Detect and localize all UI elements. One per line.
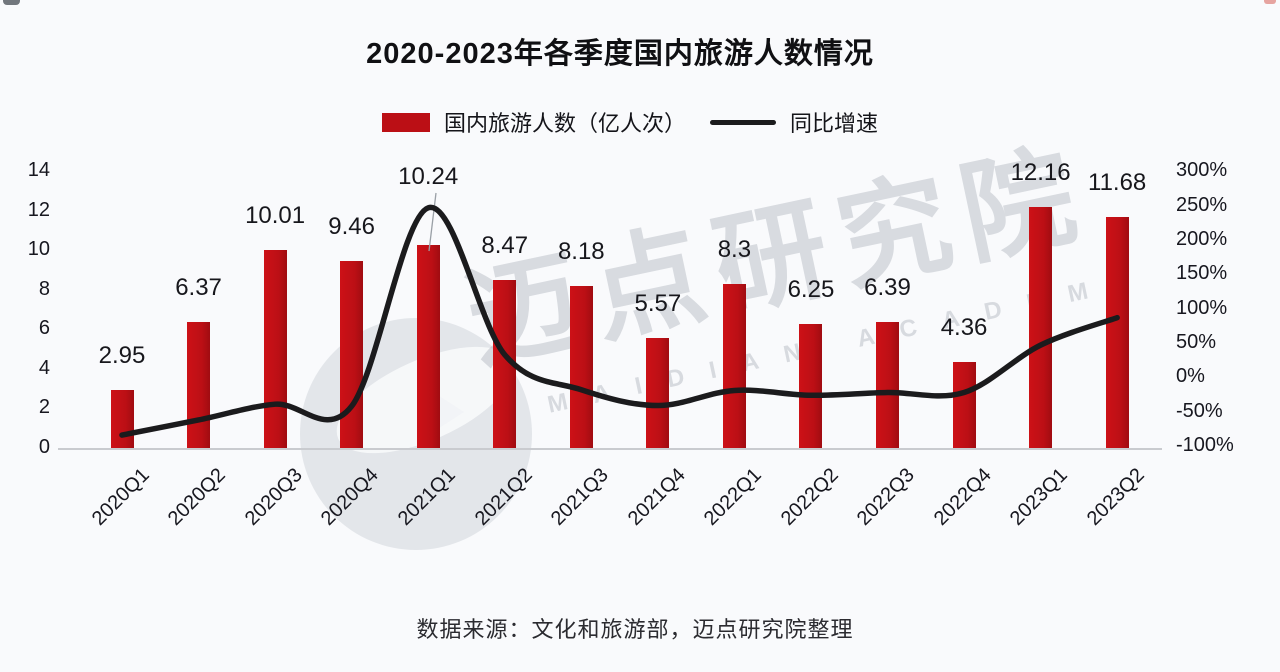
bar: [493, 280, 517, 448]
bar: [569, 286, 593, 448]
x-axis-label: 2020Q2: [164, 464, 231, 530]
top-left-artifact: [3, 0, 20, 5]
bar: [646, 337, 670, 448]
bar-value-label: 5.57: [634, 289, 682, 317]
legend-line-swatch-icon: [710, 119, 776, 125]
x-axis-label: 2020Q4: [317, 464, 384, 530]
y-axis-left-tick: 10: [27, 238, 50, 261]
y-axis-left-tick: 14: [27, 159, 50, 182]
bar: [263, 250, 287, 448]
y-axis-left-tick: 0: [38, 436, 50, 458]
y-axis-right-tick: -100%: [1176, 434, 1234, 457]
bar: [876, 321, 899, 448]
legend-line-label: 同比增速: [790, 111, 879, 136]
bar-value-label: 6.39: [864, 273, 911, 301]
x-axis-label: 2021Q1: [393, 464, 460, 530]
bar-value-label: 6.37: [175, 274, 222, 301]
source-note: 数据来源：文化和旅游部，迈点研究院整理: [416, 617, 854, 642]
y-axis-left-tick: 6: [38, 317, 50, 340]
bar-value-label: 12.16: [1010, 159, 1071, 187]
bar-value-label: 9.46: [328, 212, 375, 240]
label-leader-line: [428, 192, 437, 252]
bar: [722, 283, 746, 448]
y-axis-right-tick: 0%: [1176, 365, 1205, 388]
y-axis-left-tick: 8: [38, 277, 50, 300]
bar: [1029, 207, 1053, 448]
bar-value-label: 8.3: [717, 235, 752, 263]
y-axis-right-tick: 300%: [1176, 159, 1228, 182]
y-axis-left-tick: 4: [38, 356, 50, 379]
y-axis-right-tick: 100%: [1176, 296, 1228, 319]
bar-value-label: 8.18: [557, 238, 605, 266]
legend-bar-swatch-icon: [381, 112, 430, 132]
bar: [952, 361, 976, 448]
x-axis-label: 2021Q3: [546, 464, 613, 530]
bar-value-label: 10.24: [398, 163, 459, 190]
y-axis-right-tick: 150%: [1176, 262, 1228, 285]
x-axis-label: 2020Q3: [240, 464, 307, 530]
x-axis-label: 2021Q2: [470, 464, 537, 530]
top-right-artifact: [1264, 0, 1276, 4]
bar: [799, 324, 823, 448]
x-axis-label: 2023Q2: [1082, 464, 1149, 530]
bar: [340, 260, 364, 448]
bar: [416, 245, 440, 448]
legend-bar-label: 国内旅游人数（亿人次）: [443, 111, 686, 136]
y-axis-left-tick: 2: [38, 396, 50, 419]
x-axis-label: 2020Q1: [87, 464, 154, 530]
bar-value-label: 2.95: [98, 341, 146, 369]
x-axis-label: 2022Q2: [776, 464, 843, 530]
x-axis-line: [58, 448, 1162, 450]
bar: [110, 389, 134, 448]
bar: [187, 322, 211, 448]
y-axis-right-tick: -50%: [1176, 399, 1223, 422]
x-axis-label: 2023Q1: [1006, 464, 1073, 530]
x-axis-label: 2022Q1: [700, 464, 766, 530]
bar-value-label: 11.68: [1088, 168, 1147, 196]
x-axis-label: 2022Q4: [929, 464, 996, 530]
y-axis-right-tick: 200%: [1176, 228, 1228, 251]
bar: [1105, 216, 1129, 448]
y-axis-right-tick: 250%: [1176, 193, 1228, 216]
y-axis-left-tick: 12: [27, 198, 50, 221]
chart-title: 2020-2023年各季度国内旅游人数情况: [366, 38, 874, 70]
x-axis-label: 2021Q4: [623, 464, 690, 530]
bar-value-label: 4.36: [940, 313, 988, 341]
y-axis-right-tick: 50%: [1176, 331, 1217, 354]
legend: 国内旅游人数（亿人次） 同比增速: [0, 106, 1260, 138]
x-axis-label: 2022Q3: [853, 464, 920, 530]
